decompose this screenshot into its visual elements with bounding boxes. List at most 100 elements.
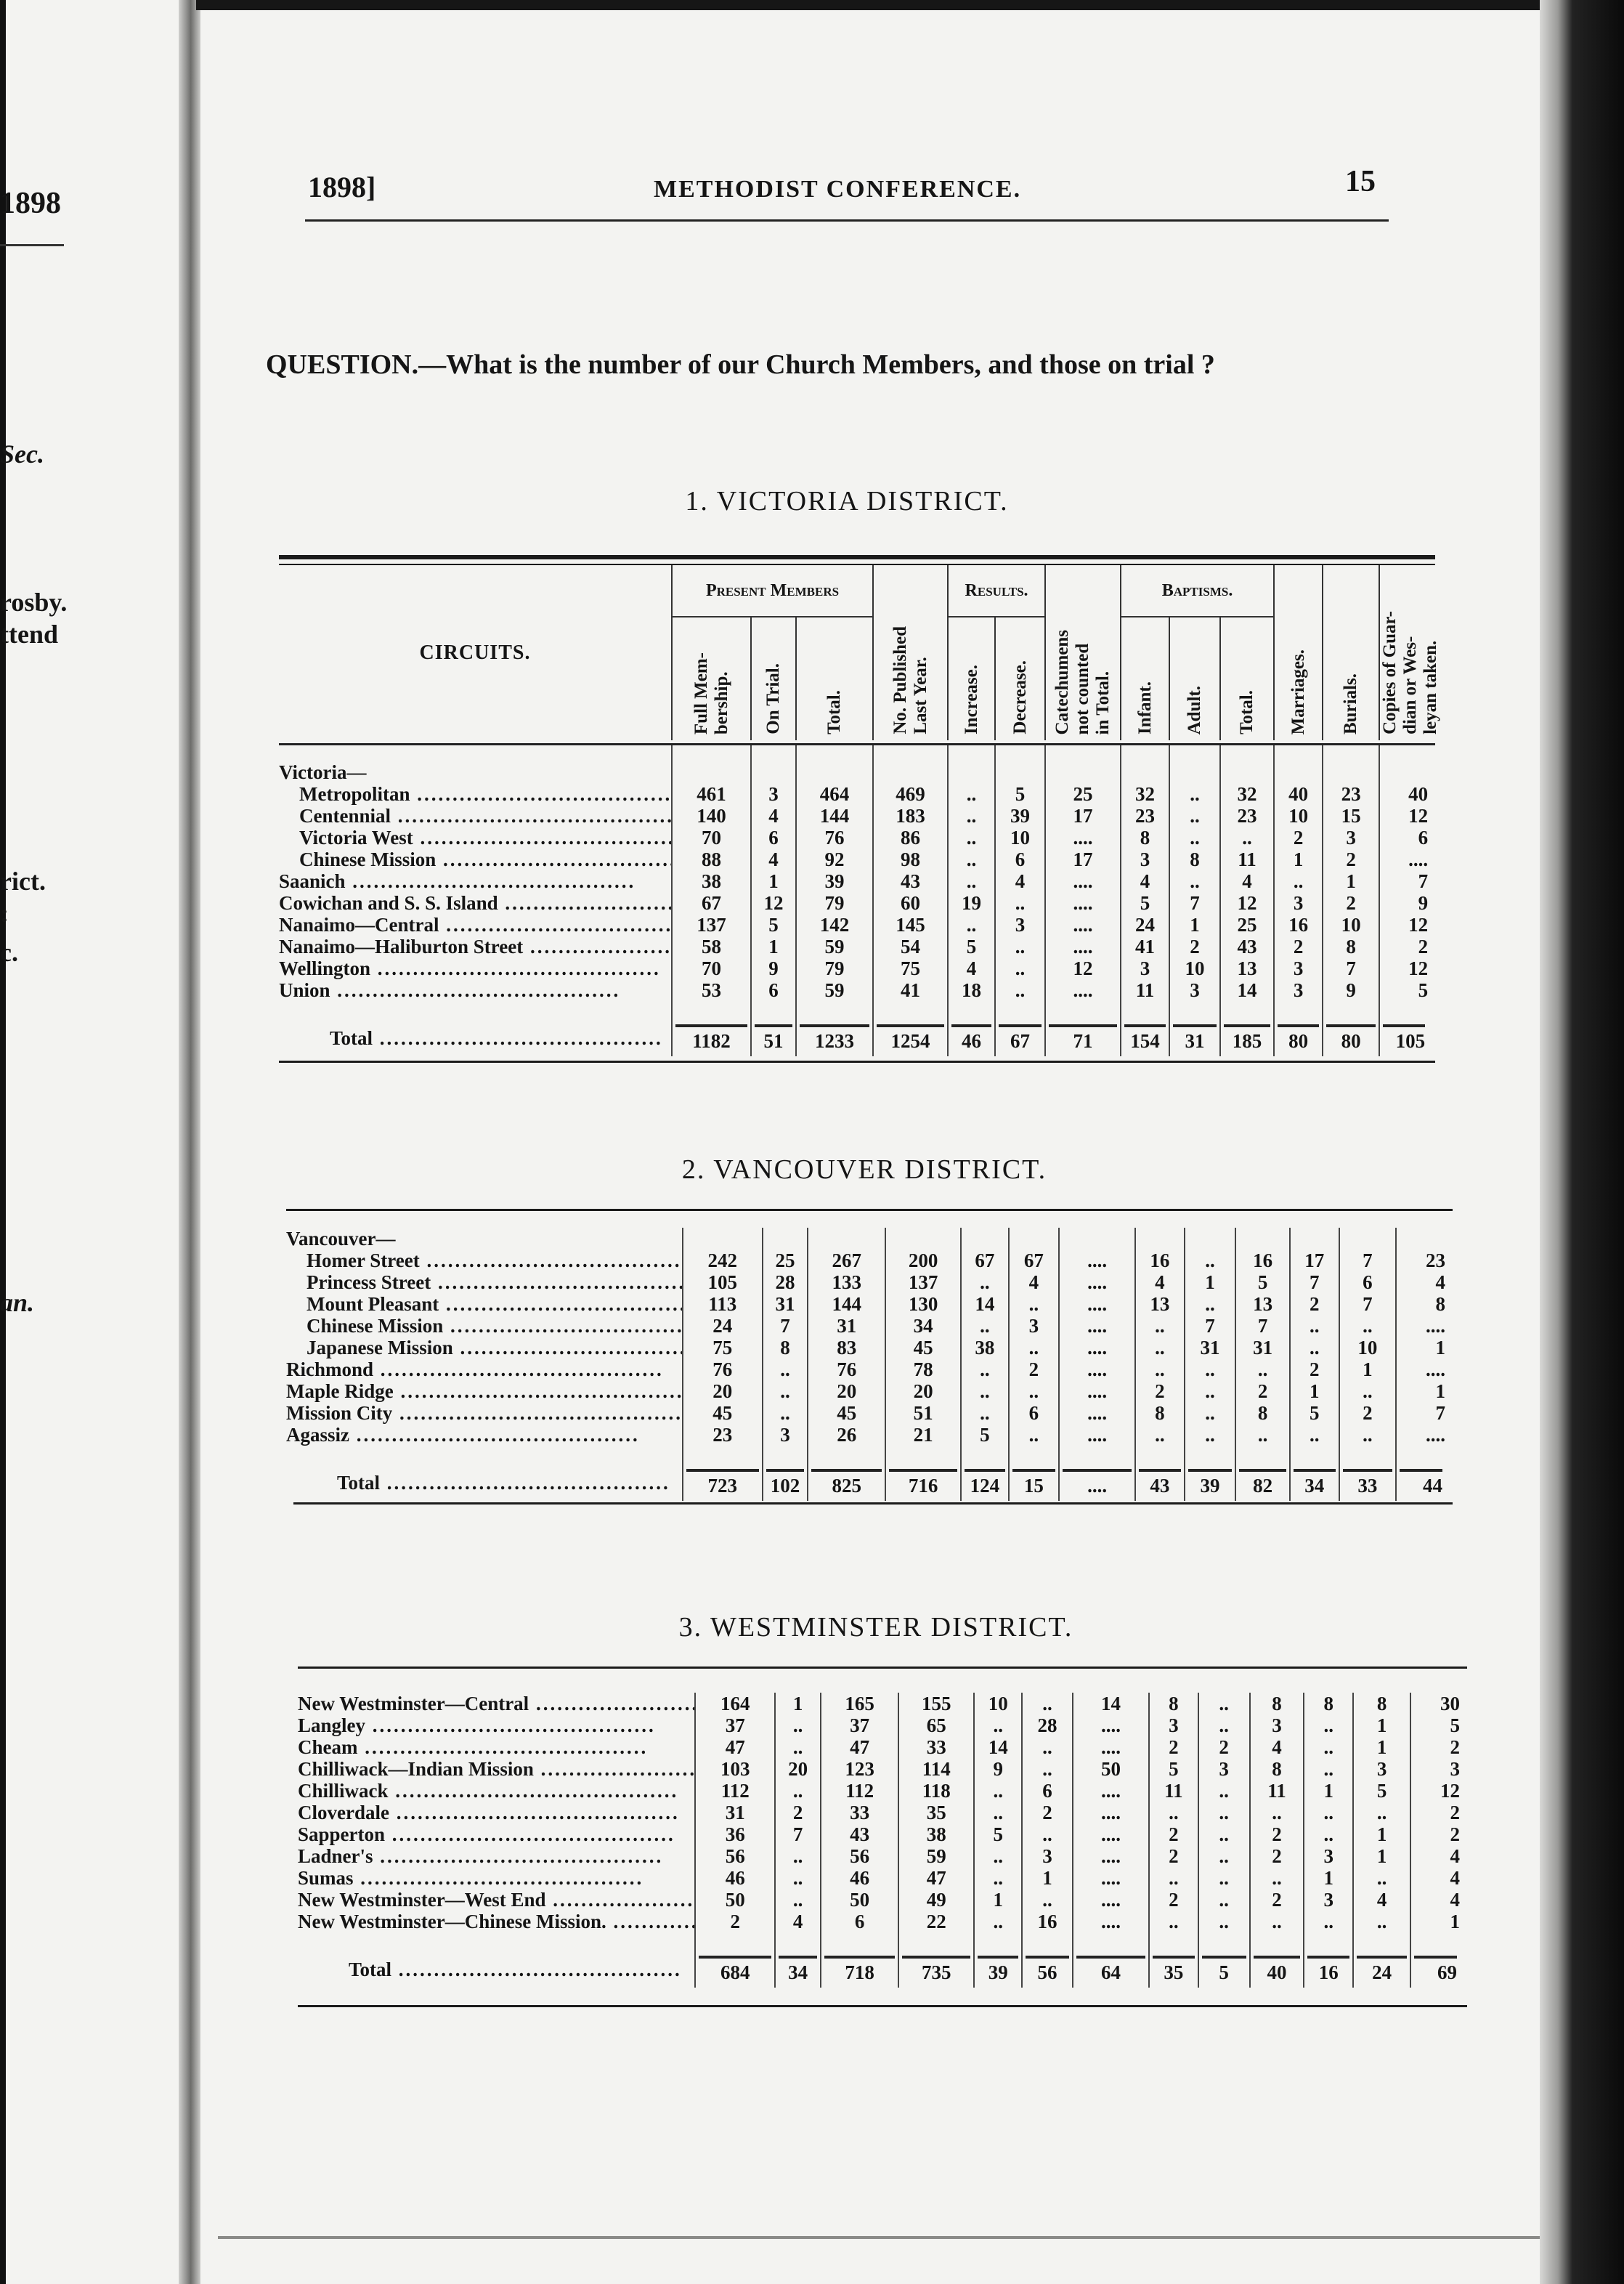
table-row: Langley ................................… (298, 1714, 1467, 1736)
gap-cell (1322, 744, 1380, 761)
cell-on-trial: 12 (750, 892, 796, 914)
cell-catechumens: .... (1058, 1293, 1136, 1315)
vancouver-district-table: Vancouver— Homer Street .................… (286, 1228, 1453, 1501)
cell-decrease: 15 (1007, 1465, 1060, 1501)
cell-copies: 4 (1410, 1889, 1467, 1911)
total-label: Total ..................................… (286, 1465, 683, 1501)
spacer-cell (1169, 1001, 1221, 1020)
cell-full-membership: 140 (671, 805, 751, 827)
table-row: New Westminster—Chinese Mission. .......… (298, 1911, 1467, 1932)
circuit-label: Richmond (286, 1358, 374, 1380)
leader-dots: ........................................ (391, 805, 672, 827)
cell-published-last-year: 60 (872, 892, 949, 914)
leader-dots: ........................................ (391, 1959, 682, 1980)
cell-on-trial: 9 (750, 957, 796, 979)
cell-burials: 8 (1322, 936, 1380, 957)
cell-catechumens: .... (1058, 1402, 1136, 1424)
gap-cell (1120, 744, 1170, 761)
cell-catechumens: 25 (1044, 783, 1121, 805)
cell-baptisms-total: .. (1235, 1424, 1290, 1446)
cell-baptisms-total: 40 (1249, 1951, 1304, 1988)
cell-adult: 3 (1169, 979, 1221, 1001)
cell-increase: 5 (960, 1424, 1009, 1446)
column-header-label: Adult. (1185, 685, 1205, 734)
total-label-text: Total (349, 1959, 392, 1980)
gap-cell (1044, 744, 1121, 761)
spacer-row (298, 1932, 1467, 1951)
cell-marriages: .. (1303, 1802, 1354, 1823)
cell-catechumens: 14 (1071, 1693, 1150, 1714)
cell-catechumens: .... (1058, 1465, 1136, 1501)
cell-adult: 7 (1169, 892, 1221, 914)
cell-full-membership: 58 (671, 936, 751, 957)
circuit-label: Maple Ridge (286, 1380, 394, 1402)
page-number: 15 (1345, 165, 1376, 198)
cell-published-last-year: 78 (885, 1358, 962, 1380)
cell-copies: 9 (1379, 892, 1436, 914)
total-value: 102 (766, 1469, 805, 1497)
cell-adult: .. (1197, 1802, 1250, 1823)
gap-row (279, 744, 1436, 762)
cell-marriages: 16 (1273, 914, 1323, 936)
gap-cell (279, 745, 672, 762)
cell-total: 144 (795, 805, 874, 827)
cell-burials: .. (1338, 1315, 1397, 1337)
circuit-label: New Westminster—Central (298, 1693, 529, 1714)
cell-adult: .. (1197, 1845, 1250, 1867)
cell-on-trial: 8 (761, 1337, 808, 1358)
cell-catechumens: .... (1044, 979, 1121, 1001)
cell-marriages: .. (1288, 1337, 1339, 1358)
spacer-cell (1071, 1932, 1150, 1951)
empty-cell (1322, 761, 1380, 783)
cell-published-last-year: 469 (872, 783, 949, 805)
total-row: Total ..................................… (279, 1020, 1436, 1056)
cell-total: 83 (807, 1337, 886, 1358)
running-head-title: METHODIST CONFERENCE. (654, 176, 1022, 203)
cell-total: 718 (820, 1951, 899, 1988)
cell-baptisms-total: .. (1249, 1911, 1304, 1932)
cell-catechumens: .... (1044, 827, 1121, 849)
cell-marriages: 3 (1303, 1889, 1354, 1911)
cell-total: 37 (820, 1714, 899, 1736)
leader-dots: ........................................ (353, 1867, 644, 1889)
gap-cell (671, 744, 751, 761)
cell-infant: 32 (1120, 783, 1170, 805)
cell-full-membership: 70 (671, 827, 751, 849)
total-value: 716 (889, 1469, 958, 1497)
cell-copies: .... (1379, 849, 1436, 870)
cell-increase: 5 (973, 1823, 1023, 1845)
cell-published-last-year: 65 (898, 1714, 975, 1736)
running-head-year: 1898] (308, 171, 376, 203)
cell-burials: 2 (1338, 1402, 1397, 1424)
spacer-cell (1395, 1446, 1453, 1465)
cell-infant: 3 (1120, 849, 1170, 870)
spacer-cell (1058, 1446, 1136, 1465)
scan-edge-left (0, 0, 6, 2284)
total-value: 71 (1049, 1024, 1118, 1052)
cell-burials: 2 (1322, 849, 1380, 870)
cell-total: 825 (807, 1465, 886, 1501)
column-header-label: Catechumens not counted in Total. (1052, 629, 1113, 734)
table-row: Wellington .............................… (279, 957, 1436, 979)
cell-copies: 1 (1395, 1337, 1453, 1358)
circuit-name: Nanaimo—Haliburton Street ..............… (279, 936, 672, 957)
cell-adult: 39 (1183, 1465, 1236, 1501)
table-row: Nanaimo—Central ........................… (279, 914, 1436, 936)
circuit-label: Wellington (279, 957, 371, 979)
gap-cell (1379, 744, 1436, 761)
column-header-total: Total. (795, 617, 874, 740)
column-header-catechumens: Catechumens not counted in Total. (1044, 565, 1121, 740)
cell-burials: 1 (1352, 1845, 1411, 1867)
cell-infant: 24 (1120, 914, 1170, 936)
column-header-label: Copies of Guar- dian or Wes- leyan taken… (1380, 611, 1441, 734)
cell-total: 47 (820, 1736, 899, 1758)
cell-on-trial: 3 (761, 1424, 808, 1446)
cell-full-membership: 88 (671, 849, 751, 870)
empty-cell (1044, 761, 1121, 783)
cell-increase: .. (960, 1315, 1009, 1337)
empty-cell (1169, 761, 1221, 783)
cell-total: 45 (807, 1402, 886, 1424)
cell-full-membership: 112 (694, 1780, 776, 1802)
spacer-cell (761, 1446, 808, 1465)
table-row: Union ..................................… (279, 979, 1436, 1001)
